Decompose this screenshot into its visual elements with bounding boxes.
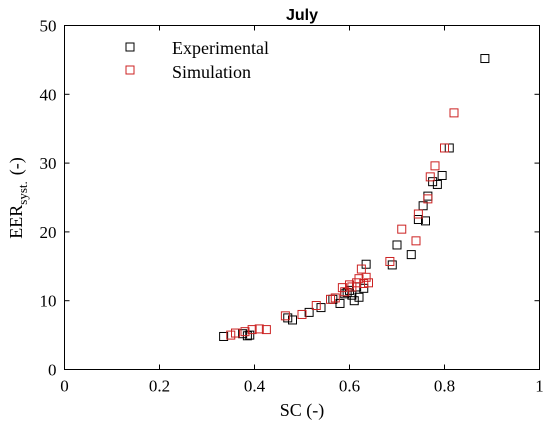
experimental-point	[359, 283, 369, 293]
simulation-point	[297, 309, 307, 319]
simulation-point	[240, 327, 250, 337]
simulation-point	[340, 287, 350, 297]
simulation-point	[397, 224, 407, 234]
y-tick-label: 10	[40, 292, 57, 311]
simulation-point	[330, 293, 340, 303]
y-axis-label-main: EER	[6, 205, 26, 239]
experimental-point	[480, 54, 490, 64]
simulation-point	[430, 161, 440, 171]
experimental-point	[418, 201, 428, 211]
experimental-point	[304, 307, 314, 317]
experimental-point	[354, 292, 364, 302]
experimental-point	[406, 250, 416, 260]
experimental-point	[345, 285, 354, 295]
legend-label-experimental: Experimental	[172, 38, 269, 58]
simulation-point	[247, 325, 257, 335]
chart-title: July	[286, 7, 318, 24]
experimental-point	[432, 179, 442, 189]
x-axis-label: SC (-)	[280, 400, 325, 421]
simulation-point	[411, 236, 421, 246]
simulation-point	[423, 194, 433, 204]
simulation-point	[280, 311, 290, 321]
simulation-point	[364, 278, 373, 288]
simulation-point	[226, 330, 236, 340]
simulation-point	[231, 328, 240, 338]
experimental-point	[335, 298, 345, 308]
experimental-point	[349, 296, 359, 306]
data-points	[219, 54, 490, 341]
legend-label-simulation: Simulation	[172, 62, 251, 82]
y-tick-label: 40	[40, 85, 57, 104]
simulation-point	[354, 274, 364, 284]
experimental-point	[219, 331, 229, 341]
simulation-point	[345, 280, 354, 290]
simulation-point	[385, 256, 395, 266]
simulation-point	[425, 172, 435, 182]
x-tick-label: 1	[535, 377, 544, 396]
simulation-point	[449, 108, 459, 118]
y-tick-label: 30	[40, 154, 57, 173]
simulation-point	[261, 325, 271, 335]
experimental-point	[283, 313, 293, 323]
experimental-point	[392, 240, 402, 250]
simulation-point	[359, 279, 369, 288]
y-axis-label: EERsyst. (-)	[6, 157, 30, 238]
legend-marker-experimental	[125, 42, 135, 52]
simulation-point	[361, 272, 371, 282]
simulation-point	[440, 143, 449, 153]
y-axis-label-unit: (-)	[6, 157, 27, 175]
experimental-point	[238, 329, 248, 339]
y-tick-label: 0	[48, 361, 57, 380]
y-axis-label-sub: syst.	[15, 181, 30, 204]
experimental-point	[316, 303, 326, 313]
x-tick-label: 0.8	[434, 377, 455, 396]
experimental-point	[361, 259, 371, 269]
simulation-point	[356, 264, 366, 274]
simulation-point	[326, 294, 335, 304]
x-tick-label: 0.2	[149, 377, 170, 396]
x-tick-label: 0.6	[339, 377, 360, 396]
experimental-point	[421, 216, 430, 226]
experimental-point	[444, 143, 454, 153]
experimental-point	[428, 177, 438, 187]
experimental-point	[387, 260, 397, 270]
x-tick-label: 0	[60, 377, 69, 396]
experimental-point	[423, 191, 433, 201]
experimental-point	[437, 170, 447, 180]
y-tick-label: 50	[40, 17, 57, 36]
simulation-point	[311, 301, 321, 311]
legend: Experimental Simulation	[125, 38, 269, 82]
plot-area-frame	[64, 25, 540, 370]
simulation-point	[413, 209, 423, 219]
x-tick-label: 0.4	[244, 377, 266, 396]
experimental-point	[413, 215, 423, 225]
y-tick-label: 20	[40, 223, 57, 242]
simulation-point	[254, 324, 264, 334]
legend-marker-simulation	[125, 65, 135, 75]
experimental-point	[245, 330, 255, 340]
